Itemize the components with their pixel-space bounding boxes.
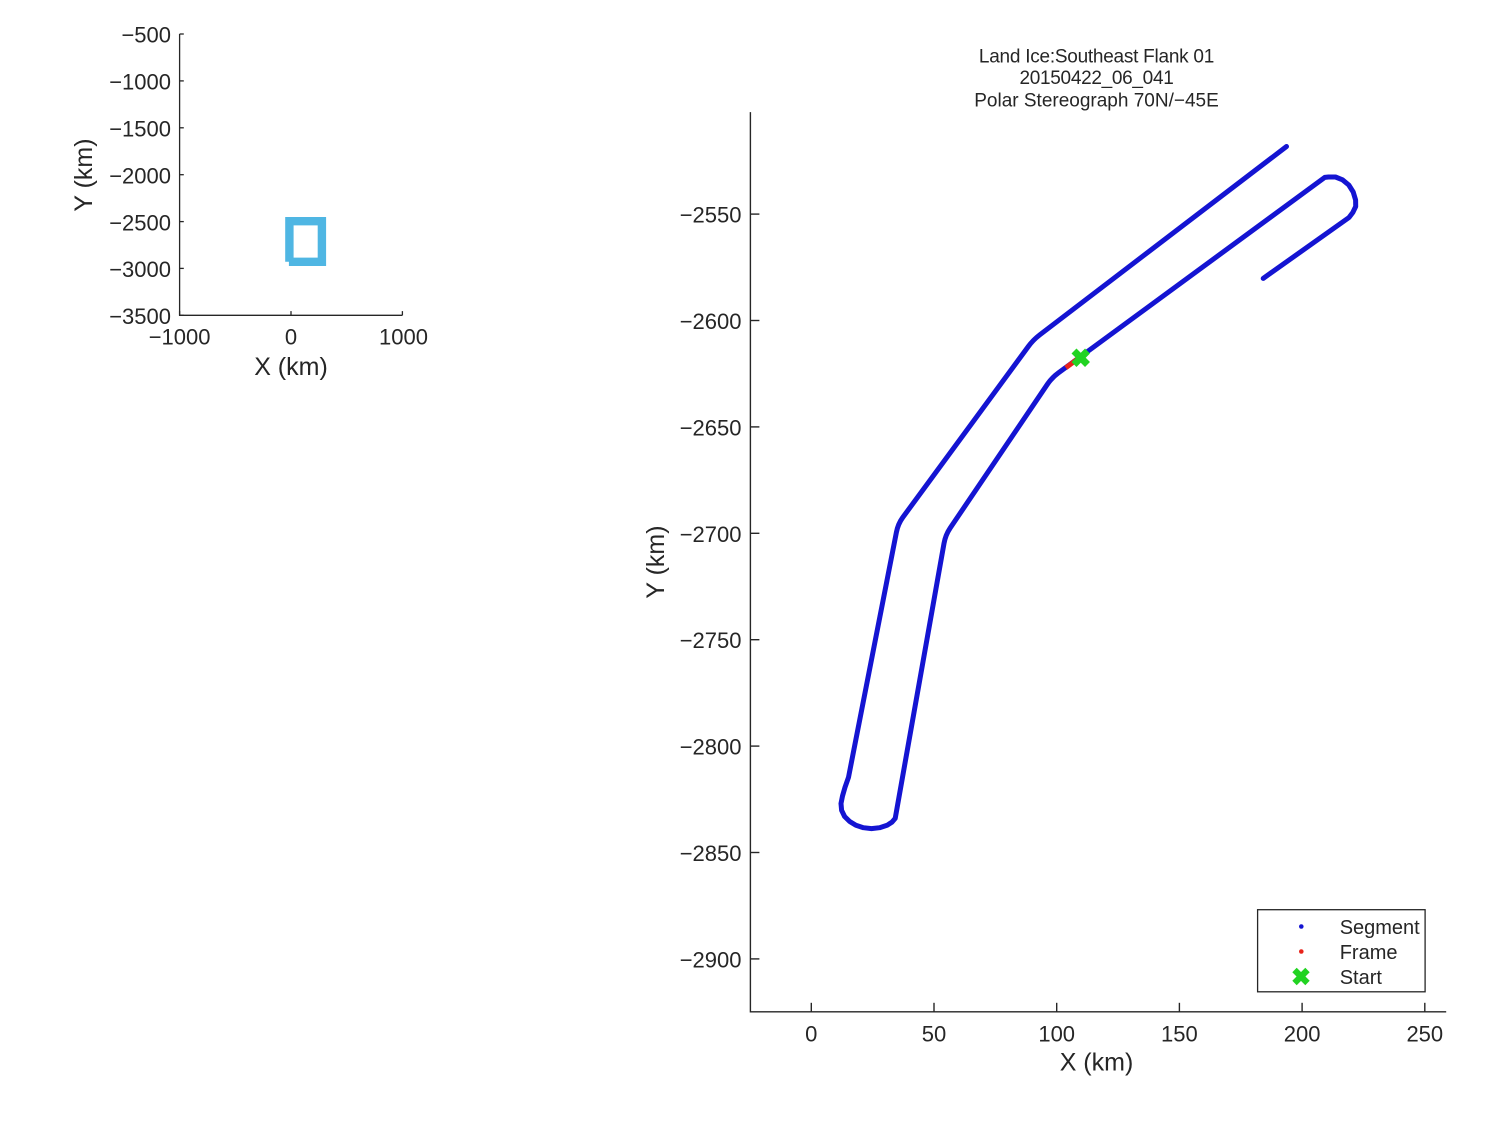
svg-text:Y (km): Y (km) — [642, 525, 670, 598]
svg-text:−2750: −2750 — [680, 628, 742, 653]
svg-text:−2900: −2900 — [680, 947, 742, 972]
svg-text:200: 200 — [1284, 1022, 1321, 1047]
svg-text:20150422_06_041: 20150422_06_041 — [1019, 68, 1173, 89]
svg-text:Polar Stereograph 70N/−45E: Polar Stereograph 70N/−45E — [974, 91, 1219, 112]
svg-text:Segment: Segment — [1340, 917, 1420, 939]
svg-text:−2800: −2800 — [680, 735, 742, 760]
svg-text:−1000: −1000 — [109, 70, 171, 95]
svg-text:X (km): X (km) — [254, 353, 328, 381]
svg-text:−2850: −2850 — [680, 841, 742, 866]
svg-text:−1000: −1000 — [149, 325, 211, 350]
svg-text:Start: Start — [1340, 967, 1383, 989]
svg-text:−3500: −3500 — [109, 304, 171, 329]
svg-text:Y (km): Y (km) — [70, 138, 98, 211]
svg-text:−2650: −2650 — [680, 415, 742, 440]
svg-text:0: 0 — [805, 1022, 817, 1047]
svg-text:−2550: −2550 — [680, 203, 742, 228]
svg-text:−500: −500 — [121, 23, 171, 48]
svg-text:−3000: −3000 — [109, 257, 171, 282]
svg-text:−2700: −2700 — [680, 522, 742, 547]
svg-text:150: 150 — [1161, 1022, 1198, 1047]
svg-text:Frame: Frame — [1340, 942, 1398, 964]
svg-text:−1500: −1500 — [109, 117, 171, 142]
svg-text:0: 0 — [285, 325, 297, 350]
svg-text:50: 50 — [922, 1022, 946, 1047]
svg-text:Land Ice:Southeast Flank 01: Land Ice:Southeast Flank 01 — [979, 46, 1214, 67]
svg-text:−2600: −2600 — [680, 309, 742, 334]
svg-text:−2000: −2000 — [109, 163, 171, 188]
svg-text:1000: 1000 — [379, 325, 428, 350]
svg-text:−2500: −2500 — [109, 210, 171, 235]
svg-text:250: 250 — [1406, 1022, 1443, 1047]
svg-text:100: 100 — [1038, 1022, 1075, 1047]
svg-text:X (km): X (km) — [1060, 1049, 1134, 1077]
